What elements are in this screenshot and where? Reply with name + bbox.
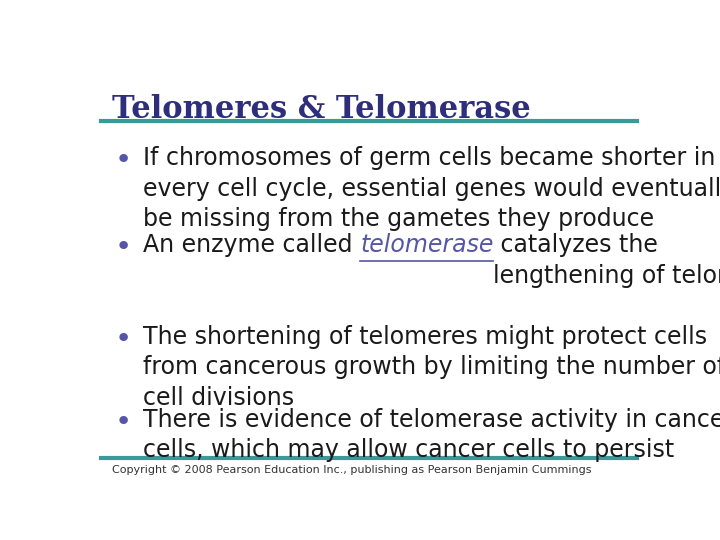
Text: telomerase: telomerase	[360, 233, 493, 257]
Text: Telomeres & Telomerase: Telomeres & Telomerase	[112, 94, 531, 125]
Text: catalyzes the
lengthening of telomeres in germ cells: catalyzes the lengthening of telomeres i…	[493, 233, 720, 288]
Text: There is evidence of telomerase activity in cancer
cells, which may allow cancer: There is evidence of telomerase activity…	[143, 408, 720, 462]
Text: The shortening of telomeres might protect cells
from cancerous growth by limitin: The shortening of telomeres might protec…	[143, 325, 720, 410]
Text: •: •	[115, 146, 132, 174]
Text: An enzyme called: An enzyme called	[143, 233, 360, 257]
Text: •: •	[115, 325, 132, 353]
Text: •: •	[115, 408, 132, 436]
Text: Copyright © 2008 Pearson Education Inc., publishing as Pearson Benjamin Cummings: Copyright © 2008 Pearson Education Inc.,…	[112, 465, 592, 475]
Text: If chromosomes of germ cells became shorter in
every cell cycle, essential genes: If chromosomes of germ cells became shor…	[143, 146, 720, 231]
Text: •: •	[115, 233, 132, 261]
